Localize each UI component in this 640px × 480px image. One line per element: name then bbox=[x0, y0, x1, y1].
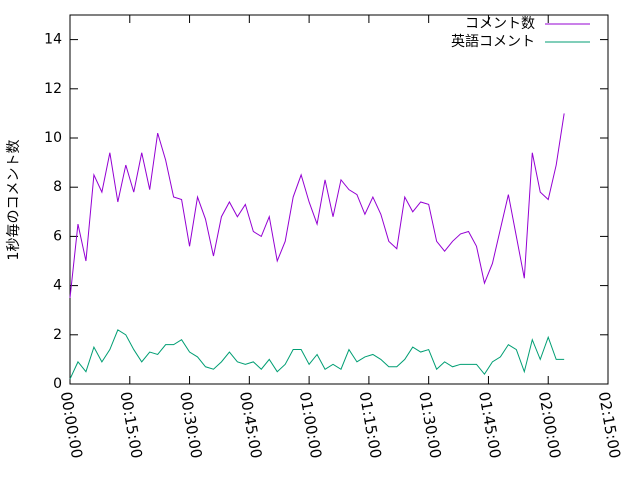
y-tick-label: 6 bbox=[53, 228, 62, 244]
y-tick-label: 2 bbox=[53, 327, 62, 343]
y-tick-label: 12 bbox=[44, 81, 62, 97]
y-axis-label: 1秒毎のコメント数 bbox=[6, 140, 22, 261]
series-line bbox=[69, 329, 565, 380]
series-line bbox=[69, 113, 565, 298]
y-tick-label: 4 bbox=[53, 278, 62, 294]
y-tick-label: 8 bbox=[53, 179, 62, 195]
y-tick-label: 10 bbox=[44, 130, 62, 146]
plot-border bbox=[69, 14, 609, 385]
legend-label: 英語コメント bbox=[451, 33, 535, 50]
y-tick-label: 0 bbox=[53, 376, 62, 392]
y-tick-label: 14 bbox=[44, 32, 62, 48]
legend-label: コメント数 bbox=[465, 16, 535, 32]
